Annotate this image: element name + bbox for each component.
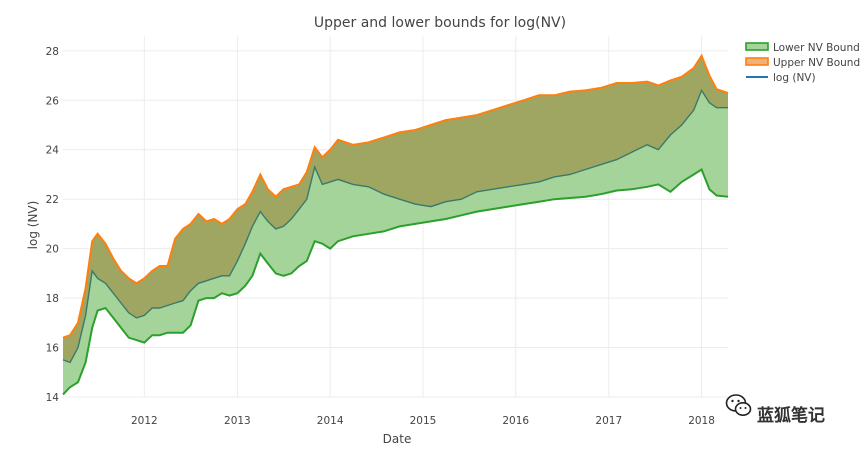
y-axis-ticks: 14 16 18 20 22 24 26 28 [46, 46, 60, 404]
legend-label: log (NV) [773, 72, 816, 84]
series-line-log-nv [62, 88, 728, 364]
watermark: 蓝狐笔记 [725, 394, 825, 426]
series-line-upper-nv-bound [62, 53, 729, 339]
legend-item[interactable]: Upper NV Bound [745, 57, 860, 69]
legend-item[interactable]: Lower NV Bound [745, 42, 860, 54]
x-tick-label: 2014 [317, 415, 344, 427]
x-axis-title: Date [383, 432, 412, 446]
bound-fills [63, 55, 728, 395]
x-tick-label: 2018 [688, 415, 715, 427]
legend-swatch [745, 42, 769, 51]
series-line-lower-nv-bound [62, 168, 729, 396]
legend-item[interactable]: log (NV) [746, 72, 816, 84]
y-tick-label: 24 [46, 145, 60, 157]
y-tick-label: 26 [46, 95, 60, 107]
x-tick-label: 2017 [595, 415, 622, 427]
y-tick-label: 14 [46, 392, 60, 404]
chart-title: Upper and lower bounds for log(NV) [314, 15, 566, 31]
y-axis-title: log (NV) [26, 201, 40, 250]
x-axis-ticks: 2012 2013 2014 2015 2016 2017 2018 [131, 415, 715, 427]
legend-swatch [745, 57, 769, 66]
legend[interactable]: Lower NV Bound Upper NV Bound log (NV) [745, 42, 860, 84]
x-tick-label: 2016 [502, 415, 529, 427]
watermark-text: 蓝狐笔记 [757, 405, 825, 426]
legend-label: Lower NV Bound [773, 42, 860, 54]
x-tick-label: 2013 [224, 415, 251, 427]
y-tick-label: 28 [46, 46, 59, 58]
x-tick-label: 2015 [410, 415, 437, 427]
y-tick-label: 16 [46, 343, 60, 355]
y-tick-label: 20 [46, 244, 59, 256]
series-lines [62, 53, 729, 396]
y-tick-label: 22 [46, 194, 59, 206]
x-tick-label: 2012 [131, 415, 158, 427]
y-tick-label: 18 [46, 293, 59, 305]
wechat-icon [725, 394, 752, 416]
upper-band-fill [63, 55, 728, 363]
legend-label: Upper NV Bound [773, 57, 860, 69]
